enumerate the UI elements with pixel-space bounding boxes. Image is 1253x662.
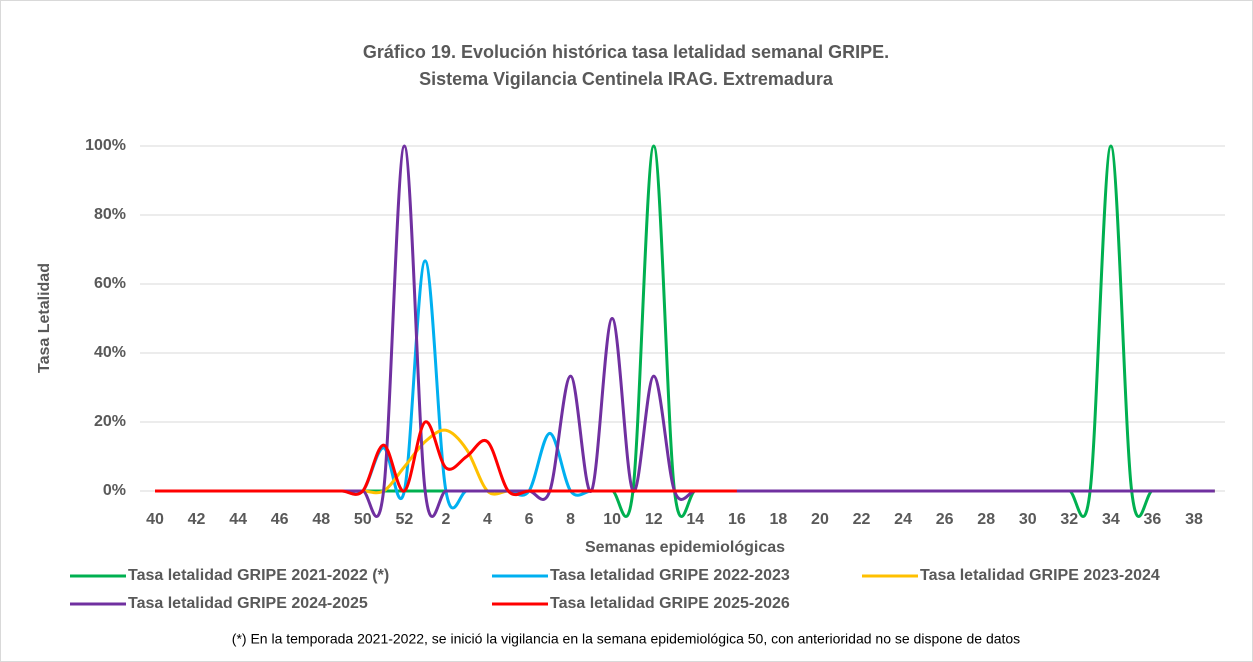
legend-label: Tasa letalidad GRIPE 2023-2024 [920,567,1160,584]
x-tick-label: 20 [811,511,829,528]
x-tick-label: 46 [271,511,289,528]
x-tick-label: 32 [1060,511,1078,528]
x-tick-label: 4 [483,511,492,528]
x-tick-label: 18 [770,511,788,528]
chart-subtitle: Sistema Vigilancia Centinela IRAG. Extre… [419,69,834,89]
series-line [154,144,1215,519]
x-tick-label: 26 [936,511,954,528]
x-tick-label: 36 [1144,511,1162,528]
legend-label: Tasa letalidad GRIPE 2025-2026 [550,595,790,612]
x-tick-label: 2 [441,511,450,528]
x-tick-label: 28 [977,511,995,528]
x-tick-label: 52 [395,511,413,528]
x-tick-label: 8 [566,511,575,528]
x-tick-label: 50 [354,511,372,528]
x-tick-label: 12 [645,511,663,528]
series-line [154,420,737,497]
x-tick-label: 44 [229,511,247,528]
x-tick-label: 40 [146,511,164,528]
footnote: (*) En la temporada 2021-2022, se inició… [232,631,1020,647]
y-axis-title: Tasa Letalidad [36,263,53,373]
x-tick-label: 22 [853,511,871,528]
x-tick-label: 34 [1102,511,1120,528]
x-tick-label: 6 [525,511,534,528]
y-tick-label: 100% [85,137,126,154]
x-axis-title: Semanas epidemiológicas [585,539,785,556]
y-tick-label: 80% [94,206,126,223]
y-tick-label: 40% [94,344,126,361]
legend-label: Tasa letalidad GRIPE 2021-2022 (*) [128,567,389,584]
chart-title: Gráfico 19. Evolución histórica tasa let… [363,42,889,62]
x-tick-label: 16 [728,511,746,528]
legend-label: Tasa letalidad GRIPE 2022-2023 [550,567,790,584]
y-tick-label: 20% [94,413,126,430]
x-tick-label: 38 [1185,511,1203,528]
x-tick-label: 48 [312,511,330,528]
x-tick-label: 30 [1019,511,1037,528]
y-tick-label: 60% [94,275,126,292]
x-tick-label: 24 [894,511,912,528]
x-tick-label: 42 [188,511,206,528]
x-tick-label: 14 [686,511,704,528]
x-tick-label: 10 [603,511,621,528]
legend-label: Tasa letalidad GRIPE 2024-2025 [128,595,368,612]
y-tick-label: 0% [103,482,126,499]
